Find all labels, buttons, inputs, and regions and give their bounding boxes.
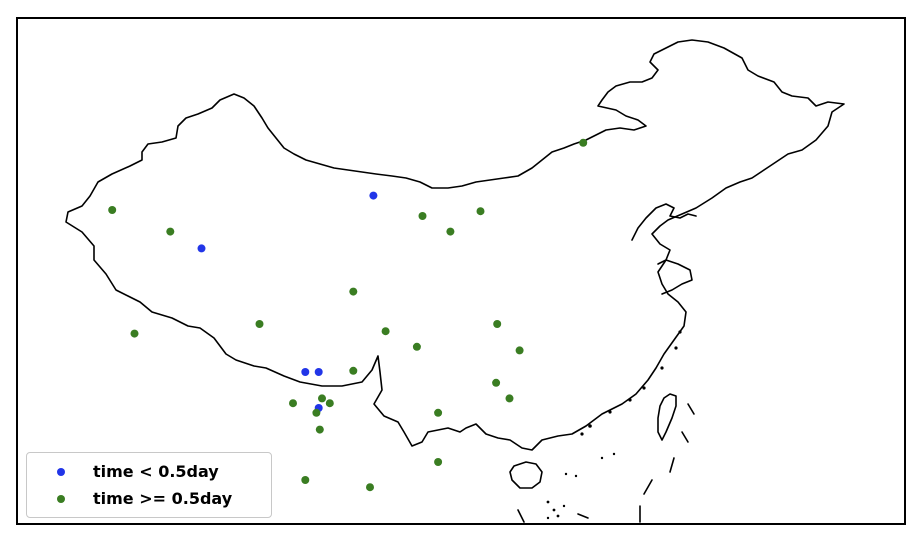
island-dash-7 — [577, 513, 589, 519]
station-point — [130, 329, 139, 338]
station-point — [315, 425, 324, 434]
station-point — [289, 399, 297, 408]
china-map — [65, 39, 845, 523]
station-point — [434, 458, 443, 466]
station-point — [493, 320, 502, 328]
legend-item-slow: time >= 0.5day — [35, 485, 263, 512]
island-dash-4 — [643, 479, 653, 495]
legend-label-fast: time < 0.5day — [93, 462, 219, 481]
coastal-islets — [546, 330, 682, 520]
shandong-coast — [657, 259, 693, 295]
station-point — [255, 320, 264, 328]
station-point — [505, 394, 514, 403]
station-point — [366, 483, 374, 492]
legend-item-fast: time < 0.5day — [35, 458, 263, 485]
island-dash-1 — [687, 403, 695, 415]
station-point — [446, 227, 455, 236]
station-point — [325, 399, 334, 408]
island-dash-2 — [681, 431, 689, 443]
station-point — [369, 191, 378, 200]
station-point — [318, 394, 326, 403]
hainan-island — [509, 461, 543, 489]
station-point — [314, 368, 323, 376]
station-point — [166, 227, 175, 236]
station-point — [412, 342, 421, 351]
station-point — [312, 408, 321, 417]
station-point — [492, 378, 501, 387]
station-point — [476, 207, 485, 216]
station-point — [197, 244, 206, 253]
station-point — [108, 206, 117, 214]
island-dash-3 — [669, 457, 675, 473]
legend: time < 0.5day time >= 0.5day — [26, 452, 272, 518]
legend-marker-slow — [57, 494, 65, 503]
stations-layer — [108, 138, 588, 492]
island-dash-6 — [517, 509, 525, 523]
station-point — [349, 287, 358, 296]
station-point — [418, 212, 427, 220]
taiwan-island — [657, 393, 677, 441]
station-point — [381, 327, 390, 336]
station-point — [349, 366, 358, 375]
station-point — [515, 346, 524, 355]
station-point — [301, 476, 310, 484]
station-point — [434, 408, 443, 417]
mainland-border — [65, 39, 845, 451]
station-point — [579, 138, 588, 147]
station-point — [301, 368, 310, 376]
map-frame: time < 0.5day time >= 0.5day — [16, 17, 906, 525]
bohai-coast — [631, 203, 697, 241]
legend-label-slow: time >= 0.5day — [93, 489, 233, 508]
legend-marker-fast — [57, 467, 65, 476]
